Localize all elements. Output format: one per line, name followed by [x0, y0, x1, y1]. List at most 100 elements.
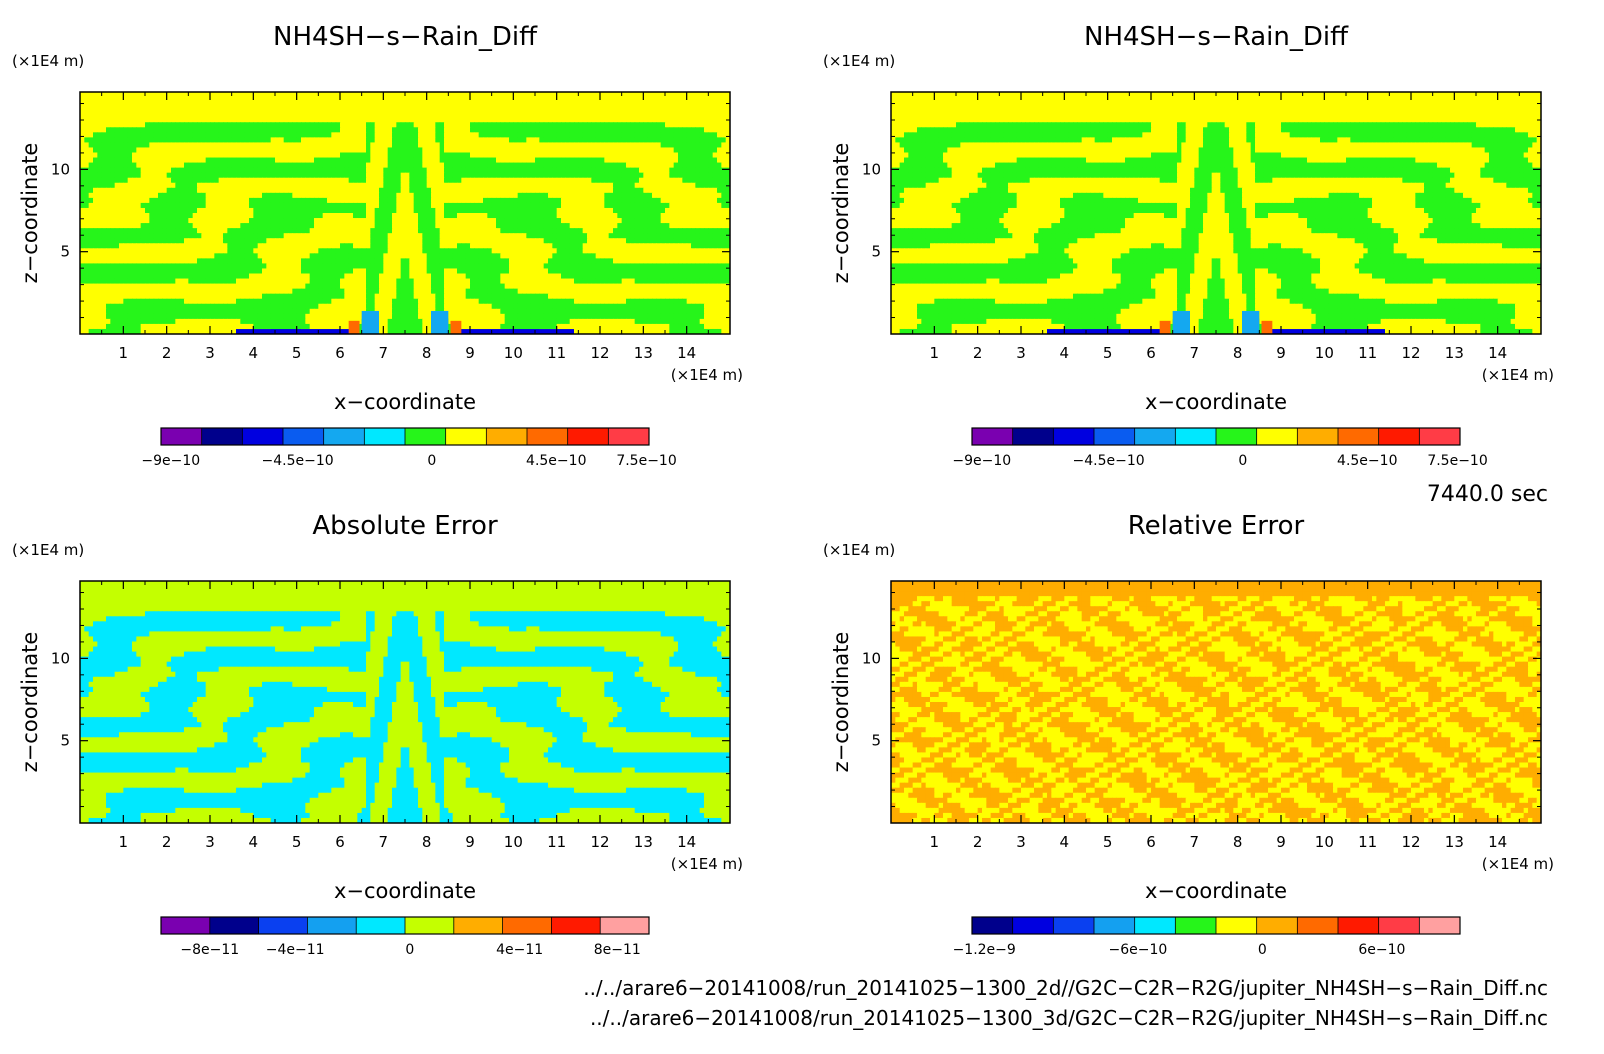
x-axis: 1 2 3 4 5 6 7 8 9 10 11 12 13 14	[912, 92, 1520, 362]
colorbar-swatch	[405, 917, 455, 934]
y-axis: 5 10	[51, 592, 730, 808]
footer-file-path-1: ../../arare6−20141008/run_20141025−1300_…	[583, 976, 1548, 1000]
x-axis-label: x−coordinate	[334, 390, 476, 414]
x-tick-label: 8	[1233, 833, 1243, 851]
colorbar-swatch	[405, 428, 447, 445]
colorbar-swatch	[258, 917, 308, 934]
x-tick-label: 2	[162, 344, 172, 362]
x-tick-label: 5	[292, 833, 302, 851]
colorbar-swatch	[1053, 428, 1095, 445]
y-axis: 5 10	[862, 103, 1541, 319]
x-tick-label: 3	[1016, 833, 1026, 851]
y-tick-label: 5	[60, 243, 70, 261]
colorbar-swatch	[445, 428, 487, 445]
x-tick-label: 4	[1060, 833, 1070, 851]
x-tick-label: 2	[973, 344, 983, 362]
colorbar-label: −4.5e−10	[262, 453, 334, 469]
x-tick-label: 14	[1488, 344, 1507, 362]
x-tick-label: 8	[1233, 344, 1243, 362]
colorbar-swatch	[551, 917, 601, 934]
colorbar-swatch	[1134, 428, 1176, 445]
y-tick-label: 5	[871, 243, 881, 261]
x-tick-label: 1	[119, 833, 129, 851]
x-tick-label: 9	[1276, 833, 1286, 851]
colorbar-label: 0	[1238, 453, 1247, 469]
x-tick-label: 14	[677, 344, 696, 362]
x-tick-label: 2	[162, 833, 172, 851]
x-tick-label: 3	[1016, 344, 1026, 362]
y-tick-label: 10	[862, 160, 881, 178]
x-tick-label: 6	[1146, 344, 1156, 362]
time-stamp: 7440.0 sec	[1427, 482, 1548, 507]
x-tick-label: 12	[1401, 833, 1420, 851]
colorbar-label: 0	[405, 942, 414, 958]
chart-title: NH4SH−s−Rain_Diff	[1084, 22, 1349, 52]
x-tick-label: 5	[1103, 344, 1113, 362]
colorbar-label: 7.5e−10	[616, 453, 676, 469]
x-unit-label: (×1E4 m)	[671, 366, 743, 384]
x-tick-label: 1	[119, 344, 129, 362]
colorbar-swatch	[161, 917, 211, 934]
x-axis-label: x−coordinate	[1145, 879, 1287, 903]
x-tick-label: 10	[1315, 833, 1334, 851]
x-tick-label: 7	[379, 833, 389, 851]
colorbar-swatch	[567, 428, 609, 445]
x-tick-label: 10	[504, 833, 523, 851]
x-tick-label: 11	[547, 344, 566, 362]
colorbar-swatch	[600, 917, 650, 934]
colorbar: −9e−10 −4.5e−10 0 4.5e−10 7.5e−10	[952, 427, 1488, 469]
x-unit-label: (×1E4 m)	[671, 855, 743, 873]
x-tick-label: 1	[930, 344, 940, 362]
colorbar-swatch	[972, 917, 1014, 934]
x-axis: 1 2 3 4 5 6 7 8 9 10 11 12 13 14	[912, 581, 1520, 851]
footer-file-path-2: ../../arare6−20141008/run_20141025−1300_…	[590, 1006, 1548, 1030]
colorbar-label: −6e−10	[1109, 942, 1168, 958]
x-tick-label: 12	[1401, 344, 1420, 362]
colorbar-swatch	[1338, 428, 1380, 445]
y-axis-label: z−coordinate	[18, 632, 42, 773]
x-tick-label: 13	[1445, 344, 1464, 362]
x-tick-label: 10	[504, 344, 523, 362]
colorbar-swatch	[1216, 917, 1258, 934]
x-tick-label: 11	[1358, 833, 1377, 851]
colorbar-label: 4e−11	[496, 942, 543, 958]
y-tick-label: 5	[871, 732, 881, 750]
x-tick-label: 12	[590, 344, 609, 362]
colorbar-swatch	[1216, 428, 1258, 445]
colorbar-swatch	[972, 428, 1014, 445]
chart-title: Relative Error	[1128, 511, 1305, 541]
colorbar-swatch	[608, 428, 650, 445]
chart-panel-2: 1 2 3 4 5 6 7 8 9 10 11 12 13 14510NH4SH−s−Rain_Diff(…	[823, 22, 1554, 469]
y-unit-label: (×1E4 m)	[12, 52, 84, 70]
colorbar-swatch	[307, 917, 357, 934]
colorbar-swatch	[527, 428, 569, 445]
x-tick-label: 13	[1445, 833, 1464, 851]
x-tick-label: 8	[422, 833, 432, 851]
colorbar-label: −4e−11	[266, 942, 325, 958]
colorbar-swatch	[1338, 917, 1380, 934]
contour-field	[80, 92, 730, 334]
colorbar-swatch	[1094, 428, 1136, 445]
x-tick-label: 2	[973, 833, 983, 851]
colorbar-swatch	[323, 428, 365, 445]
x-tick-label: 13	[634, 344, 653, 362]
colorbar: −9e−10 −4.5e−10 0 4.5e−10 7.5e−10	[141, 427, 677, 469]
colorbar-swatch	[356, 917, 406, 934]
colorbar-swatch	[364, 428, 406, 445]
y-tick-label: 10	[51, 649, 70, 667]
colorbar-label: 0	[1258, 942, 1267, 958]
y-tick-label: 5	[60, 732, 70, 750]
x-tick-label: 9	[465, 833, 475, 851]
colorbar-label: −9e−10	[141, 453, 200, 469]
colorbar-label: 4.5e−10	[1337, 453, 1397, 469]
y-unit-label: (×1E4 m)	[12, 541, 84, 559]
contour-field	[891, 92, 1541, 334]
x-axis: 1 2 3 4 5 6 7 8 9 10 11 12 13 14	[101, 92, 709, 362]
colorbar-label: 4.5e−10	[526, 453, 586, 469]
y-axis-label: z−coordinate	[18, 143, 42, 284]
colorbar-label: 7.5e−10	[1427, 453, 1487, 469]
x-axis-label: x−coordinate	[1145, 390, 1287, 414]
